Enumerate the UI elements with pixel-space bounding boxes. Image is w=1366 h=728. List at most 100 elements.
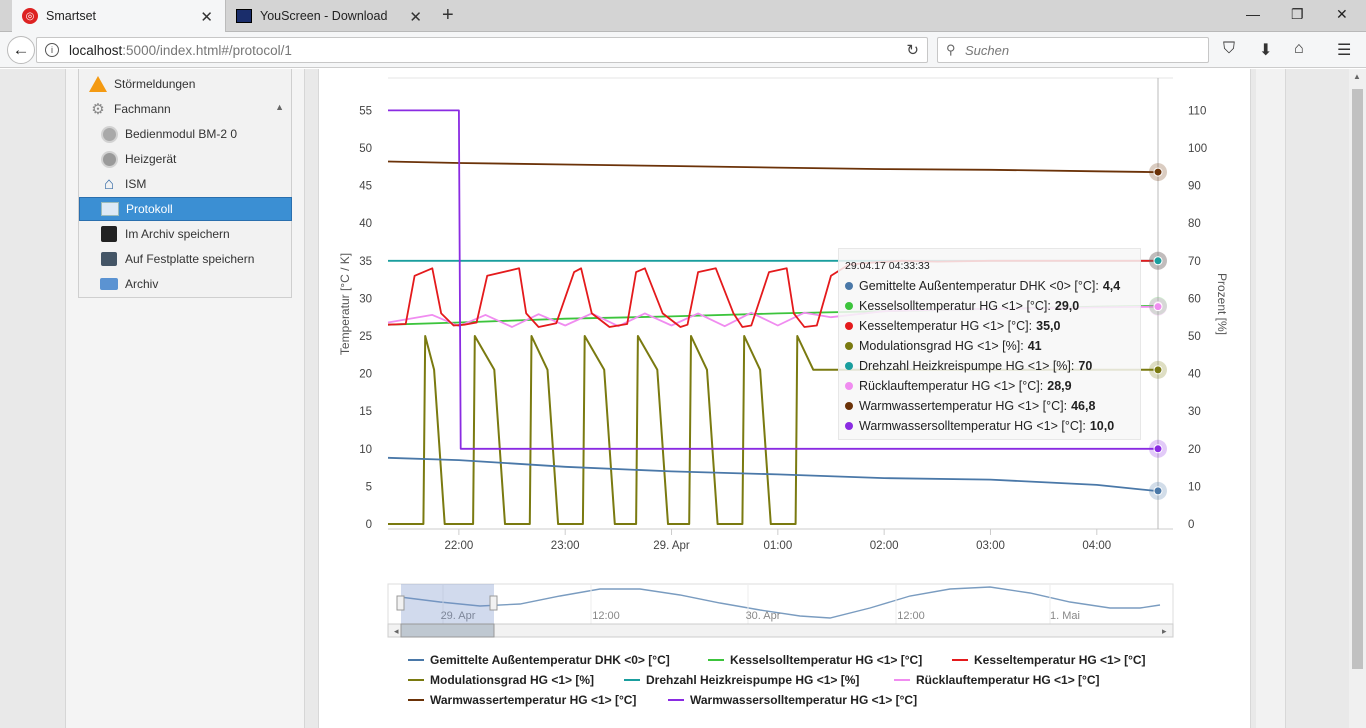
y-right-tick-label: 30 (1188, 406, 1201, 418)
tab-smartset[interactable]: ◎ Smartset ✕ (12, 0, 226, 32)
sidebar-item-bedienmodul[interactable]: Bedienmodul BM-2 0 (99, 122, 288, 146)
sidebar-item-label: Störmeldungen (114, 77, 196, 91)
legend-item[interactable]: Rücklauftemperatur HG <1> [°C] (894, 672, 1100, 688)
tooltip-row-label: Gemittelte Außentemperatur DHK <0> [°C]: (859, 279, 1099, 293)
legend-swatch (408, 659, 424, 661)
y-left-tick-label: 5 (366, 481, 372, 493)
address-bar[interactable]: i localhost:5000/index.html#/protocol/1 … (36, 37, 928, 63)
scroll-left-icon[interactable]: ◂ (394, 626, 399, 636)
y-left-tick-label: 35 (359, 256, 372, 268)
legend-label: Kesselsolltemperatur HG <1> [°C] (730, 653, 923, 667)
legend-item[interactable]: Gemittelte Außentemperatur DHK <0> [°C] (408, 652, 670, 668)
legend-label: Rücklauftemperatur HG <1> [°C] (916, 673, 1100, 687)
restore-button[interactable]: ❐ (1291, 6, 1304, 22)
close-tab-icon[interactable]: ✕ (200, 9, 213, 26)
legend-item[interactable]: Warmwassersolltemperatur HG <1> [°C] (668, 692, 917, 708)
y-left-tick-label: 10 (359, 444, 372, 456)
reload-icon[interactable]: ↻ (906, 42, 919, 59)
x-tick-label: 29. Apr (653, 540, 690, 552)
legend-item[interactable]: Kesseltemperatur HG <1> [°C] (952, 652, 1146, 668)
y-left-tick-label: 55 (359, 105, 372, 117)
hover-marker-0 (1153, 486, 1163, 496)
legend-item[interactable]: Modulationsgrad HG <1> [%] (408, 672, 594, 688)
tooltip-row: Kesselsolltemperatur HG <1> [°C]: 29,0 (845, 299, 1079, 313)
legend-label: Warmwassertemperatur HG <1> [°C] (430, 693, 637, 707)
legend-swatch (408, 679, 424, 681)
sidebar-item-protokoll[interactable]: Protokoll (79, 197, 292, 221)
scrollbar-thumb[interactable] (1352, 89, 1363, 669)
sidebar-item-auf-festplatte-speichern[interactable]: Auf Festplatte speichern (99, 247, 288, 271)
y-right-tick-label: 100 (1188, 143, 1207, 155)
navigator-selection[interactable] (401, 584, 494, 624)
save-disk-icon (99, 250, 119, 268)
sidebar-item-heizgeraet[interactable]: Heizgerät (99, 147, 288, 171)
collapse-arrow-icon[interactable]: ▲ (275, 102, 284, 112)
navigator-scrollbar[interactable] (387, 623, 1174, 638)
tooltip-row-value: 35,0 (1036, 319, 1061, 333)
tab-youscreen[interactable]: YouScreen - Download ✕ (226, 0, 434, 32)
y-left-tick-label: 25 (359, 331, 372, 343)
y-right-tick-label: 20 (1188, 444, 1201, 456)
tooltip-row: Gemittelte Außentemperatur DHK <0> [°C]:… (845, 279, 1120, 293)
series-line-7[interactable] (388, 109, 1156, 450)
y-right-tick-label: 10 (1188, 481, 1201, 493)
tooltip-row-value: 41 (1027, 339, 1042, 353)
sidebar-item-label: Auf Festplatte speichern (125, 252, 255, 266)
legend-item[interactable]: Drehzahl Heizkreispumpe HG <1> [%] (624, 672, 859, 688)
x-tick-label: 23:00 (551, 540, 580, 552)
range-navigator[interactable]: 29. Apr 12:00 30. Apr 12:00 1. Mai ◂ ▸ (387, 583, 1174, 638)
sidebar-item-label: Heizgerät (125, 152, 177, 166)
navigator-handle-right[interactable] (489, 595, 498, 611)
info-icon[interactable]: i (45, 43, 59, 57)
close-tab-icon[interactable]: ✕ (409, 9, 422, 26)
tooltip-row-value: 70 (1078, 359, 1093, 373)
back-button[interactable]: ← (7, 36, 35, 64)
series-dot-icon (845, 402, 853, 410)
tooltip-row-value: 10,0 (1089, 419, 1115, 433)
sidebar-item-stoermeldungen[interactable]: Störmeldungen (88, 72, 288, 96)
y-left-tick-label: 15 (359, 406, 372, 418)
tooltip-row-value: 29,0 (1054, 299, 1080, 313)
youscreen-favicon-icon (236, 9, 252, 23)
pocket-icon[interactable]: ⛉ (1223, 40, 1236, 57)
y-right-tick-label: 0 (1188, 519, 1194, 531)
home-icon[interactable]: ⌂ (1294, 40, 1304, 57)
new-tab-button[interactable]: + (442, 4, 454, 26)
x-axis: 22:00 23:00 29. Apr 01:00 02:00 03:00 04:00 (444, 529, 1111, 552)
y-axis-right: 0 10 20 30 40 50 60 70 80 90 100 110 (1188, 105, 1207, 531)
download-icon[interactable]: ⬇ (1259, 42, 1273, 59)
y-axis-right-label: Prozent [%] (1215, 273, 1229, 335)
menu-icon[interactable]: ☰ (1337, 42, 1352, 59)
minimize-button[interactable]: — (1246, 6, 1260, 22)
sidebar-item-im-archiv-speichern[interactable]: Im Archiv speichern (99, 222, 288, 246)
hover-marker-4 (1153, 256, 1163, 266)
series-line-0[interactable] (387, 456, 1156, 492)
hover-marker-7 (1153, 444, 1163, 454)
legend-swatch (668, 699, 684, 701)
navigator-label: 29. Apr (441, 610, 476, 622)
sidebar-item-fachmann[interactable]: ⚙ Fachmann ▲ (88, 97, 288, 121)
tooltip-row-label: Rücklauftemperatur HG <1> [°C]: (859, 379, 1044, 393)
navigator-handle-left[interactable] (396, 595, 405, 611)
legend-item[interactable]: Warmwassertemperatur HG <1> [°C] (408, 692, 636, 708)
sidebar-item-ism[interactable]: ⌂ ISM (99, 172, 288, 196)
navigation-bar: ← i localhost:5000/index.html#/protocol/… (0, 32, 1366, 68)
page-scrollbar[interactable]: ▲ (1349, 69, 1366, 728)
scroll-right-icon[interactable]: ▸ (1162, 626, 1167, 636)
url-text[interactable]: localhost:5000/index.html#/protocol/1 (69, 43, 292, 58)
navigator-scrollbar-thumb[interactable] (400, 623, 495, 638)
search-input[interactable]: ⚲ Suchen (937, 37, 1209, 63)
x-tick-label: 03:00 (976, 540, 1005, 552)
y-right-tick-label: 60 (1188, 293, 1201, 305)
close-window-button[interactable]: ✕ (1336, 6, 1348, 22)
wrench-icon: ⚙ (91, 101, 105, 118)
left-panel: Störmeldungen ⚙ Fachmann ▲ Bedienmodul B… (65, 69, 305, 728)
legend-swatch (952, 659, 968, 661)
series-line-6[interactable] (387, 160, 1156, 173)
legend-label: Kesseltemperatur HG <1> [°C] (974, 653, 1146, 667)
scroll-up-icon[interactable]: ▲ (1353, 72, 1361, 81)
legend-swatch (408, 699, 424, 701)
sidebar-item-archiv[interactable]: Archiv (99, 272, 288, 296)
legend-item[interactable]: Kesselsolltemperatur HG <1> [°C] (708, 652, 922, 668)
